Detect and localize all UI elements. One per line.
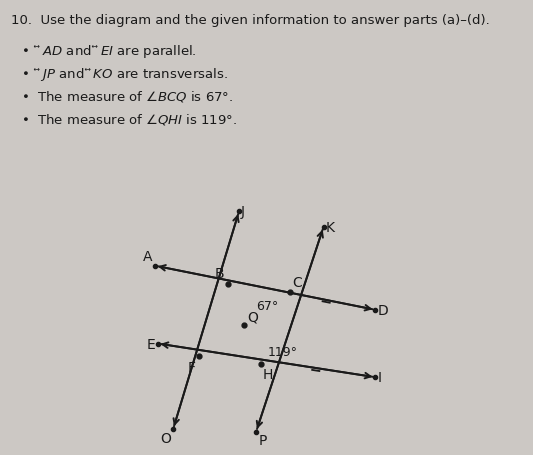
Text: •  The measure of $\angle BCQ$ is 67°.: • The measure of $\angle BCQ$ is 67°. — [21, 89, 233, 104]
Text: O: O — [160, 431, 171, 445]
Text: P: P — [258, 433, 266, 447]
Text: •  $\overleftrightarrow{AD}$ and $\overleftrightarrow{EI}$ are parallel.: • $\overleftrightarrow{AD}$ and $\overle… — [21, 43, 197, 60]
Text: E: E — [146, 337, 155, 351]
Text: 119°: 119° — [268, 345, 297, 358]
Text: Q: Q — [247, 310, 258, 324]
Text: •  $\overleftrightarrow{JP}$ and $\overleftrightarrow{KO}$ are transversals.: • $\overleftrightarrow{JP}$ and $\overle… — [21, 66, 228, 83]
Text: F: F — [188, 360, 196, 374]
Text: C: C — [292, 275, 302, 289]
Text: I: I — [378, 370, 382, 384]
Text: 67°: 67° — [256, 300, 278, 313]
Text: •  The measure of $\angle QHI$ is 119°.: • The measure of $\angle QHI$ is 119°. — [21, 111, 238, 126]
Text: 10.  Use the diagram and the given information to answer parts (a)–(d).: 10. Use the diagram and the given inform… — [11, 14, 489, 27]
Text: D: D — [378, 303, 389, 317]
Text: H: H — [263, 368, 273, 382]
Text: B: B — [215, 267, 224, 281]
Text: A: A — [142, 249, 152, 263]
Text: K: K — [326, 220, 335, 234]
Text: J: J — [241, 205, 245, 219]
